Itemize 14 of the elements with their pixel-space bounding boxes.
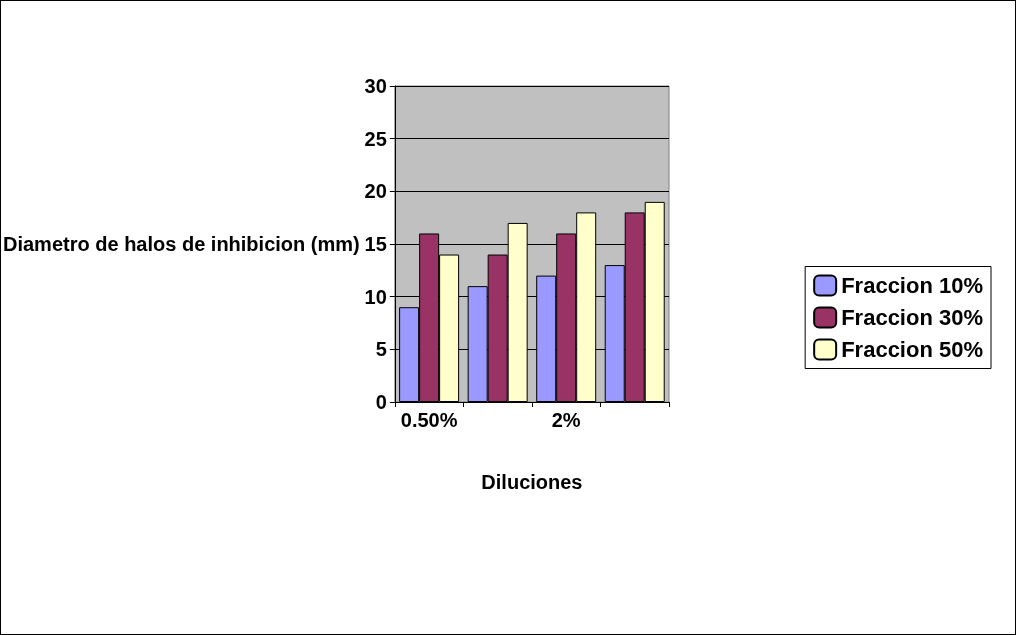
legend-label: Fraccion 10%	[841, 273, 983, 298]
x-tick-label: 2%	[551, 409, 581, 431]
legend-label: Fraccion 50%	[841, 337, 983, 362]
legend-label: Fraccion 30%	[841, 305, 983, 330]
y-tick-label: 20	[364, 180, 387, 203]
y-tick-label: 5	[375, 338, 387, 361]
y-tick-label: 0	[375, 391, 387, 413]
x-tick-label: 0.50%	[400, 409, 458, 431]
y-tick-label: 15	[364, 233, 387, 255]
y-axis-title: Diametro de halos de inhibicion (mm)	[3, 233, 360, 255]
y-tick-label: 30	[364, 75, 387, 97]
y-tick-label: 10	[364, 285, 387, 308]
y-tick-label: 25	[364, 127, 387, 150]
x-axis-title: Diluciones	[481, 471, 583, 493]
